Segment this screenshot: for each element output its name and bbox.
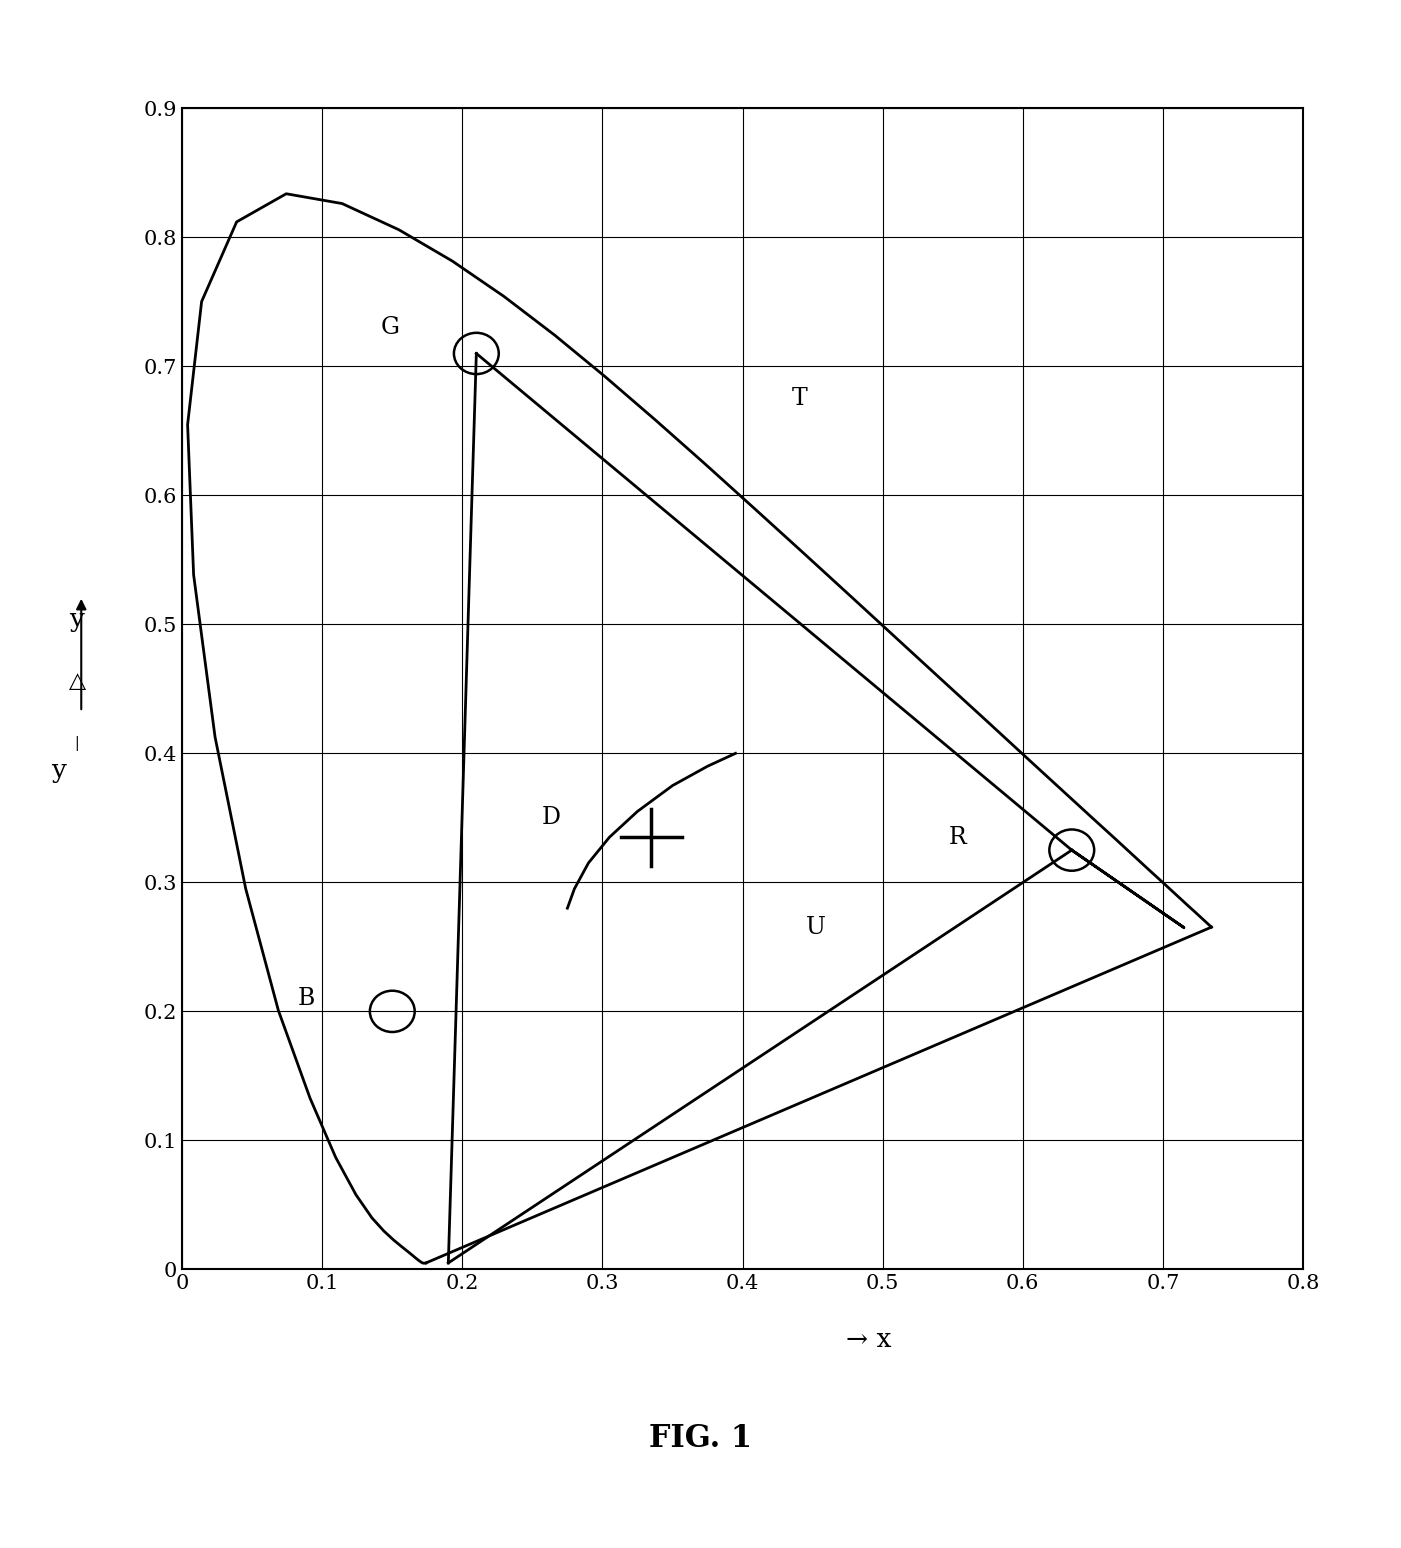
Text: y: y xyxy=(52,757,66,783)
Text: U: U xyxy=(806,916,825,940)
Text: |: | xyxy=(74,735,80,751)
Text: G: G xyxy=(380,316,399,339)
Text: △: △ xyxy=(69,670,85,692)
Text: y: y xyxy=(70,607,84,632)
Text: R: R xyxy=(948,825,967,848)
Text: FIG. 1: FIG. 1 xyxy=(649,1423,752,1455)
Text: → x: → x xyxy=(846,1327,891,1351)
Text: T: T xyxy=(792,387,807,410)
Text: D: D xyxy=(541,807,560,830)
Text: B: B xyxy=(298,988,315,1009)
